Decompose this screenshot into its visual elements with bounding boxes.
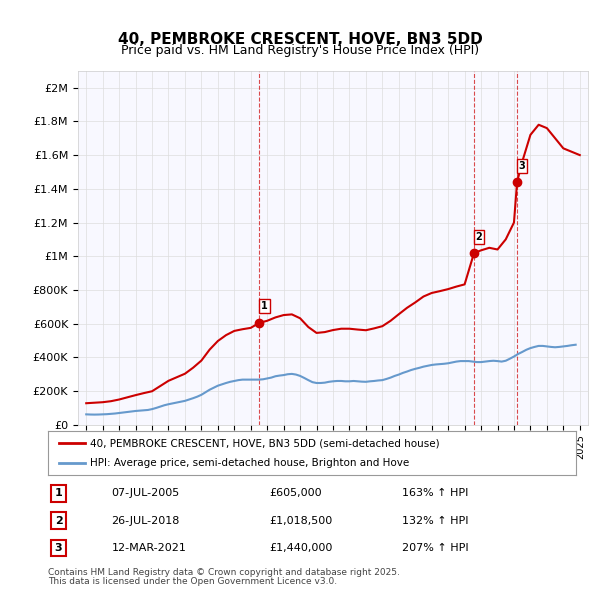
Text: 132% ↑ HPI: 132% ↑ HPI: [402, 516, 468, 526]
Text: £605,000: £605,000: [270, 489, 322, 499]
Text: 3: 3: [55, 543, 62, 553]
Text: 1: 1: [55, 489, 62, 499]
Text: 26-JUL-2018: 26-JUL-2018: [112, 516, 180, 526]
Text: 1: 1: [261, 301, 268, 312]
Text: 207% ↑ HPI: 207% ↑ HPI: [402, 543, 469, 553]
Text: £1,440,000: £1,440,000: [270, 543, 333, 553]
Text: This data is licensed under the Open Government Licence v3.0.: This data is licensed under the Open Gov…: [48, 577, 337, 586]
Text: £1,018,500: £1,018,500: [270, 516, 333, 526]
Text: 12-MAR-2021: 12-MAR-2021: [112, 543, 186, 553]
Text: 40, PEMBROKE CRESCENT, HOVE, BN3 5DD (semi-detached house): 40, PEMBROKE CRESCENT, HOVE, BN3 5DD (se…: [90, 438, 440, 448]
Text: 3: 3: [519, 160, 526, 171]
Text: 07-JUL-2005: 07-JUL-2005: [112, 489, 179, 499]
Text: HPI: Average price, semi-detached house, Brighton and Hove: HPI: Average price, semi-detached house,…: [90, 458, 409, 467]
Text: 163% ↑ HPI: 163% ↑ HPI: [402, 489, 468, 499]
Text: Price paid vs. HM Land Registry's House Price Index (HPI): Price paid vs. HM Land Registry's House …: [121, 44, 479, 57]
Text: 2: 2: [55, 516, 62, 526]
Text: 40, PEMBROKE CRESCENT, HOVE, BN3 5DD: 40, PEMBROKE CRESCENT, HOVE, BN3 5DD: [118, 32, 482, 47]
Text: 2: 2: [476, 232, 482, 242]
Text: Contains HM Land Registry data © Crown copyright and database right 2025.: Contains HM Land Registry data © Crown c…: [48, 568, 400, 576]
